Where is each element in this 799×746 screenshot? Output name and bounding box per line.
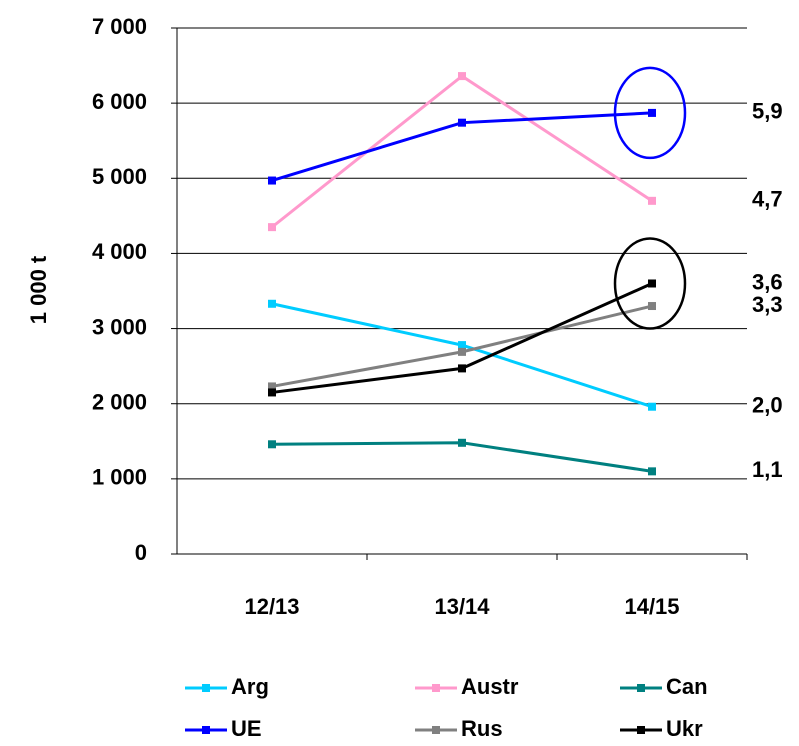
point: [648, 108, 656, 117]
legend-marker: [202, 726, 210, 734]
y-tick-label: 0: [135, 540, 147, 565]
point: [268, 440, 276, 449]
series-line: [271, 74, 653, 229]
point: [268, 299, 276, 308]
legend-label: Ukr: [666, 716, 703, 741]
x-tick-label: 13/14: [434, 594, 490, 619]
y-tick-label: 5 000: [92, 164, 147, 189]
point: [458, 341, 466, 350]
point: [458, 118, 466, 127]
value-label: 2,0: [752, 393, 783, 418]
point: [268, 176, 276, 185]
legend-label: Rus: [461, 716, 503, 741]
value-label: 3,3: [752, 292, 783, 317]
highlight-circle: [613, 237, 687, 330]
value-label: 3,6: [752, 269, 783, 294]
y-tick-label: 4 000: [92, 239, 147, 264]
y-tick-label: 6 000: [92, 89, 147, 114]
y-tick-label: 7 000: [92, 14, 147, 39]
legend-marker: [432, 684, 440, 692]
point: [648, 196, 656, 205]
legend-marker: [637, 726, 645, 734]
legend-marker: [202, 684, 210, 692]
series-line: [271, 441, 653, 473]
legend-marker: [432, 726, 440, 734]
point: [648, 402, 656, 411]
value-label: 4,7: [752, 187, 783, 212]
legend-label: Can: [666, 674, 708, 699]
y-tick-label: 1 000: [92, 465, 147, 490]
point: [268, 382, 276, 391]
point: [458, 72, 466, 81]
x-tick-label: 14/15: [624, 594, 679, 619]
highlight-circle: [613, 66, 687, 160]
point: [648, 279, 656, 288]
x-tick-label: 12/13: [244, 594, 299, 619]
legend-label: UE: [231, 716, 262, 741]
value-label: 1,1: [752, 457, 783, 482]
point: [268, 223, 276, 232]
legend-label: Austr: [461, 674, 519, 699]
point: [458, 347, 466, 356]
point: [458, 438, 466, 447]
y-tick-label: 3 000: [92, 314, 147, 339]
y-axis-label: 1 000 t: [26, 255, 51, 324]
legend-label: Arg: [231, 674, 269, 699]
y-tick-label: 2 000: [92, 390, 147, 415]
point: [268, 388, 276, 397]
point: [648, 302, 656, 311]
point: [458, 364, 466, 373]
legend-marker: [637, 684, 645, 692]
value-label: 5,9: [752, 99, 783, 124]
point: [648, 467, 656, 476]
